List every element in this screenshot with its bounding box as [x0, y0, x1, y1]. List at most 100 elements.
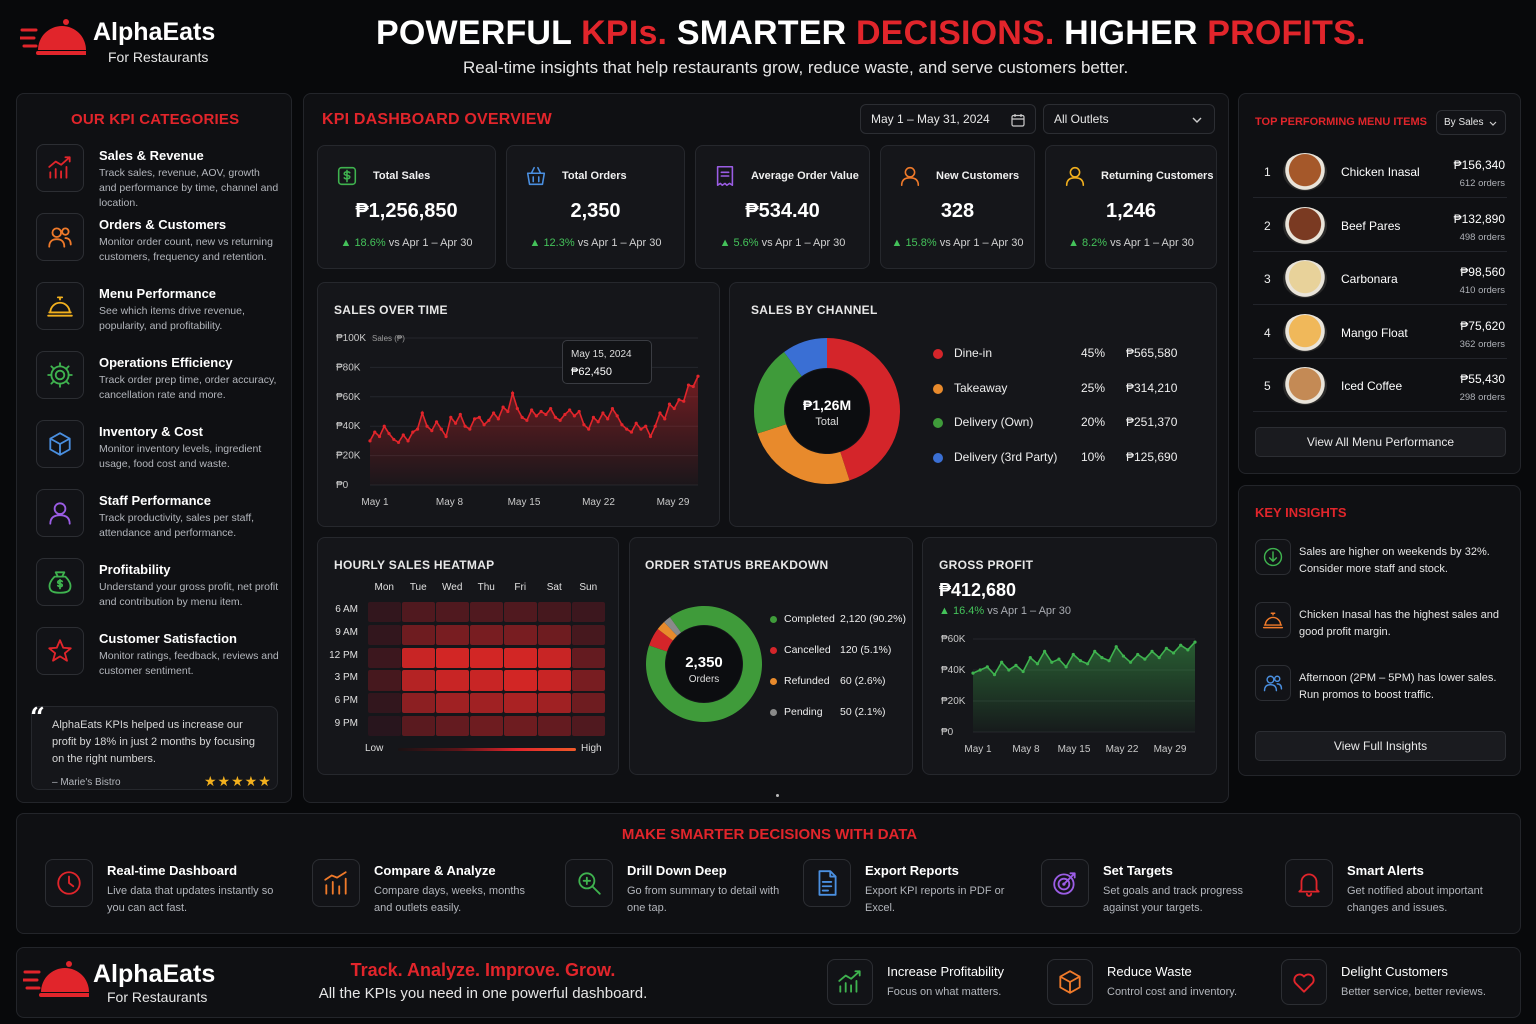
data-point[interactable] — [482, 423, 486, 427]
data-point[interactable] — [1035, 662, 1040, 666]
brand-logo[interactable]: AlphaEats For Restaurants — [20, 14, 240, 70]
pager-dot[interactable] — [776, 794, 779, 797]
heatmap-cell[interactable] — [572, 624, 605, 646]
category-title[interactable]: Inventory & Cost — [99, 424, 204, 439]
data-point[interactable] — [667, 402, 672, 406]
data-point[interactable] — [434, 420, 439, 424]
data-point[interactable] — [1021, 669, 1025, 674]
menu-item-row[interactable]: 2 Beef Pares ₱132,890 498 orders — [1253, 202, 1507, 252]
menu-item-row[interactable]: 1 Chicken Inasal ₱156,340 612 orders — [1253, 148, 1507, 198]
donut-slice[interactable] — [664, 617, 682, 636]
data-point[interactable] — [392, 437, 396, 442]
data-point[interactable] — [563, 412, 567, 417]
data-point[interactable] — [587, 427, 591, 431]
heatmap-cell[interactable] — [572, 693, 605, 714]
data-point[interactable] — [682, 399, 686, 403]
heatmap-cell[interactable] — [402, 693, 435, 714]
data-point[interactable] — [1064, 665, 1068, 669]
data-point[interactable] — [596, 420, 600, 424]
data-point[interactable] — [496, 417, 500, 421]
heatmap-cell[interactable] — [402, 647, 435, 668]
data-point[interactable] — [1114, 645, 1118, 649]
data-point[interactable] — [644, 424, 648, 428]
order-legend-item[interactable]: Pending 50 (2.1%) — [770, 706, 910, 722]
feature-title[interactable]: Export Reports — [865, 863, 959, 878]
data-point[interactable] — [572, 414, 577, 418]
channel-legend-item[interactable]: Delivery (Own) 20% ₱251,370 — [933, 415, 1203, 433]
category-title[interactable]: Staff Performance — [99, 493, 211, 508]
heatmap-cell[interactable] — [538, 647, 571, 668]
data-point[interactable] — [1050, 660, 1054, 664]
heatmap-cell[interactable] — [572, 716, 605, 737]
data-point[interactable] — [1128, 660, 1133, 664]
data-point[interactable] — [1093, 649, 1097, 653]
data-point[interactable] — [1193, 640, 1197, 644]
data-point[interactable] — [511, 391, 515, 395]
data-point[interactable] — [477, 415, 481, 419]
data-point[interactable] — [1157, 656, 1161, 660]
data-point[interactable] — [1078, 659, 1083, 663]
data-point[interactable] — [648, 434, 653, 439]
heatmap-cell[interactable] — [538, 716, 571, 737]
data-point[interactable] — [544, 412, 548, 417]
donut-slice[interactable] — [754, 351, 802, 434]
feature-title[interactable]: Compare & Analyze — [374, 863, 496, 878]
data-point[interactable] — [1143, 657, 1147, 661]
channel-legend-item[interactable]: Delivery (3rd Party) 10% ₱125,690 — [933, 450, 1203, 468]
heatmap-cell[interactable] — [470, 693, 503, 714]
heatmap-cell[interactable] — [436, 602, 469, 623]
menu-item-row[interactable]: 3 Carbonara ₱98,560 410 orders — [1253, 255, 1507, 305]
data-point[interactable] — [377, 434, 382, 439]
heatmap-cell[interactable] — [368, 716, 401, 737]
data-point[interactable] — [525, 418, 529, 422]
data-point[interactable] — [501, 405, 505, 409]
data-point[interactable] — [568, 408, 572, 412]
data-point[interactable] — [582, 423, 586, 427]
kpi-card[interactable]: Total Sales ₱1,256,850 ▲ 18.6% vs Apr 1 – … — [317, 145, 496, 269]
heatmap-cell[interactable] — [470, 602, 503, 623]
data-point[interactable] — [1136, 652, 1140, 657]
data-point[interactable] — [406, 439, 410, 443]
category-title[interactable]: Customer Satisfaction — [99, 631, 237, 646]
data-point[interactable] — [368, 439, 372, 443]
data-point[interactable] — [639, 427, 643, 431]
data-point[interactable] — [691, 384, 695, 389]
data-point[interactable] — [577, 409, 581, 414]
data-point[interactable] — [373, 430, 377, 434]
heatmap-cell[interactable] — [402, 602, 435, 623]
data-point[interactable] — [634, 421, 638, 425]
kpi-card[interactable]: New Customers 328 ▲ 15.8% vs Apr 1 – Apr 3… — [880, 145, 1035, 269]
data-point[interactable] — [439, 427, 443, 431]
heatmap-cell[interactable] — [368, 670, 401, 691]
data-point[interactable] — [539, 409, 543, 414]
heatmap-cell[interactable] — [504, 647, 537, 668]
data-point[interactable] — [591, 415, 596, 419]
feature-title[interactable]: Set Targets — [1103, 863, 1173, 878]
channel-legend-item[interactable]: Takeaway 25% ₱314,210 — [933, 381, 1203, 399]
data-point[interactable] — [430, 429, 434, 433]
heatmap-cell[interactable] — [538, 602, 571, 623]
data-point[interactable] — [1085, 662, 1090, 666]
data-point[interactable] — [653, 424, 657, 428]
data-point[interactable] — [1107, 659, 1111, 663]
heatmap-cell[interactable] — [436, 624, 469, 646]
feature-title[interactable]: Real-time Dashboard — [107, 863, 238, 878]
data-point[interactable] — [1057, 657, 1061, 661]
feature-title[interactable]: Smart Alerts — [1347, 863, 1424, 878]
data-point[interactable] — [472, 417, 477, 421]
heatmap-cell[interactable] — [402, 670, 435, 691]
data-point[interactable] — [1000, 660, 1004, 664]
data-point[interactable] — [620, 423, 624, 427]
data-point[interactable] — [458, 412, 462, 417]
data-point[interactable] — [1071, 652, 1075, 657]
menu-sort-select[interactable]: By Sales — [1436, 110, 1506, 135]
data-point[interactable] — [387, 431, 391, 436]
order-legend-item[interactable]: Refunded 60 (2.6%) — [770, 675, 910, 691]
data-point[interactable] — [534, 414, 538, 418]
heatmap-cell[interactable] — [470, 716, 503, 737]
data-point[interactable] — [1186, 648, 1190, 652]
data-point[interactable] — [615, 414, 619, 418]
heatmap-cell[interactable] — [402, 716, 435, 737]
data-point[interactable] — [506, 409, 510, 414]
data-point[interactable] — [672, 406, 676, 411]
